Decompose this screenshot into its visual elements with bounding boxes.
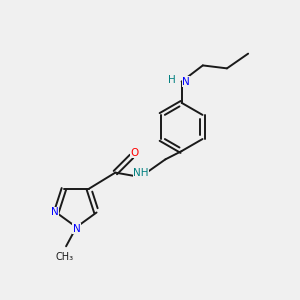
Text: N: N (73, 224, 80, 234)
Text: N: N (182, 76, 190, 87)
Text: H: H (168, 75, 176, 85)
Text: N: N (51, 208, 59, 218)
Text: NH: NH (133, 169, 149, 178)
Text: CH₃: CH₃ (56, 253, 74, 262)
Text: O: O (130, 148, 139, 158)
